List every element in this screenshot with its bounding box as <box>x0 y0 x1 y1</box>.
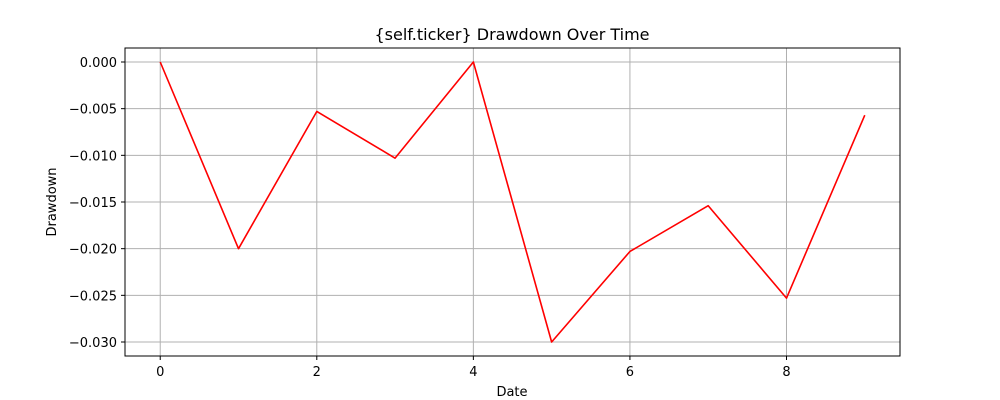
chart-title: {self.ticker} Drawdown Over Time <box>374 25 649 44</box>
x-axis-ticks: 0 2 4 6 8 <box>156 356 791 380</box>
x-tick-label: 0 <box>156 365 164 380</box>
x-tick-label: 2 <box>313 365 321 380</box>
y-tick-label: −0.020 <box>69 243 117 258</box>
y-axis-label: Drawdown <box>45 167 60 236</box>
y-axis-ticks: 0.000 −0.005 −0.010 −0.015 −0.020 −0.025 −0.03… <box>69 56 125 351</box>
x-tick-label: 4 <box>469 365 477 380</box>
x-axis-label: Date <box>496 385 527 400</box>
y-tick-label: −0.030 <box>69 336 117 351</box>
y-tick-label: −0.005 <box>69 103 117 118</box>
x-tick-label: 8 <box>782 365 790 380</box>
drawdown-series-line <box>159 61 866 343</box>
y-tick-label: −0.015 <box>69 196 117 211</box>
y-tick-label: −0.025 <box>69 289 117 304</box>
y-tick-label: −0.010 <box>69 149 117 164</box>
x-tick-label: 6 <box>626 365 634 380</box>
y-tick-label: 0.000 <box>80 56 117 71</box>
series-layer <box>159 61 866 343</box>
